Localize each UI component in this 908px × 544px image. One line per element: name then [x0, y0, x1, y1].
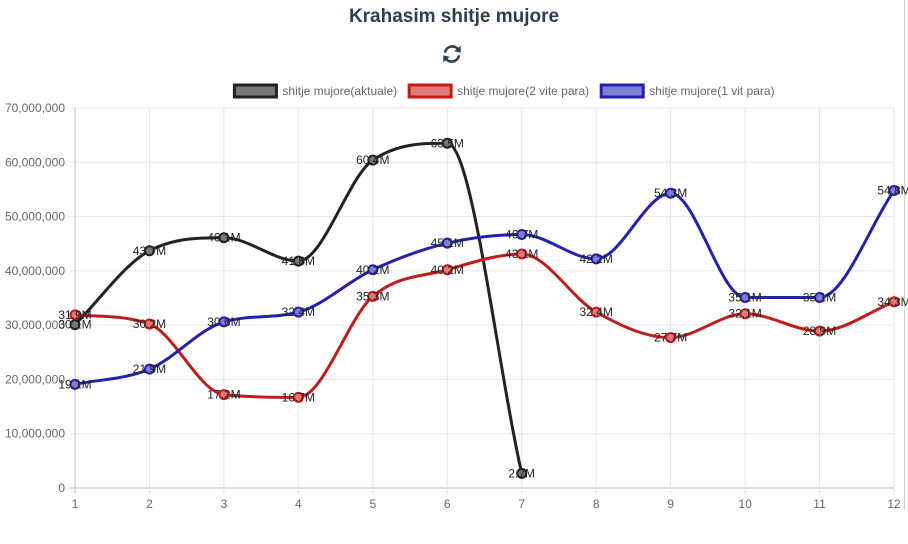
- x-tick-label: 12: [887, 497, 901, 511]
- data-label: 31.9M: [58, 308, 91, 322]
- chart-legend: shitje mujore(aktuale) shitje mujore(2 vi…: [232, 83, 775, 99]
- data-label: 54.3M: [654, 186, 687, 200]
- data-point[interactable]: [143, 363, 155, 375]
- legend-swatch[interactable]: [599, 83, 645, 99]
- data-point[interactable]: [218, 389, 230, 401]
- data-label: 40.2M: [431, 263, 464, 277]
- x-tick-label: 8: [593, 497, 600, 511]
- legend-label[interactable]: shitje mujore(1 vit para): [649, 84, 774, 98]
- x-tick-label: 11: [813, 497, 826, 511]
- data-label: 46.7M: [505, 227, 538, 241]
- data-point[interactable]: [292, 391, 304, 403]
- data-label: 43.7M: [133, 244, 166, 258]
- data-point[interactable]: [69, 309, 81, 321]
- legend-swatch[interactable]: [407, 83, 453, 99]
- y-tick-label: 20,000,000: [5, 372, 65, 386]
- refresh-icon[interactable]: [440, 42, 464, 66]
- data-point[interactable]: [441, 237, 453, 249]
- data-label: 30.6M: [207, 315, 240, 329]
- chart-title: Krahasim shitje mujore: [348, 6, 560, 27]
- data-point[interactable]: [143, 245, 155, 257]
- data-label: 17.2M: [207, 388, 240, 402]
- data-label: 43.1M: [505, 247, 538, 261]
- chart-data-labels: 30.1M 43.7M 46.1M 41.8M 60.4M 63.5M 2.7M 31.9M 3…: [58, 136, 908, 480]
- data-label: 60.4M: [356, 153, 389, 167]
- data-label: 27.7M: [654, 331, 687, 345]
- data-point[interactable]: [516, 248, 528, 260]
- data-point[interactable]: [665, 332, 677, 344]
- data-label: 30.2M: [133, 317, 166, 331]
- data-point[interactable]: [814, 291, 826, 303]
- y-tick-label: 0: [58, 481, 65, 495]
- data-point[interactable]: [367, 264, 379, 276]
- data-point[interactable]: [218, 232, 230, 244]
- chart-series-lines: [73, 141, 896, 474]
- data-point[interactable]: [665, 187, 677, 199]
- y-tick-label: 50,000,000: [5, 210, 65, 224]
- x-tick-label: 5: [369, 497, 376, 511]
- data-point[interactable]: [441, 264, 453, 276]
- data-label: 32.4M: [282, 305, 315, 319]
- data-point[interactable]: [888, 296, 900, 308]
- series-line-3: [74, 189, 896, 386]
- data-point[interactable]: [143, 318, 155, 330]
- data-point[interactable]: [69, 378, 81, 390]
- data-label: 28.9M: [803, 324, 836, 338]
- y-tick-label: 70,000,000: [5, 101, 65, 115]
- y-tick-label: 60,000,000: [5, 155, 65, 169]
- chart-grid: [69, 107, 895, 494]
- data-label: 35.1M: [803, 290, 836, 304]
- data-label: 21.9M: [133, 362, 166, 376]
- data-point[interactable]: [367, 154, 379, 166]
- data-point[interactable]: [367, 290, 379, 302]
- data-point[interactable]: [516, 228, 528, 240]
- data-label: 35.1M: [728, 290, 761, 304]
- data-point[interactable]: [739, 291, 751, 303]
- data-point[interactable]: [739, 308, 751, 320]
- data-point[interactable]: [590, 306, 602, 318]
- data-label: 41.8M: [282, 254, 315, 268]
- data-label: 42.2M: [580, 252, 613, 266]
- data-label: 30.1M: [58, 318, 91, 332]
- x-tick-label: 10: [738, 497, 752, 511]
- data-label: 16.7M: [282, 390, 315, 404]
- x-tick-label: 4: [295, 497, 302, 511]
- chart-points: [69, 137, 900, 479]
- data-point[interactable]: [888, 185, 900, 197]
- data-point[interactable]: [292, 306, 304, 318]
- chart-axes: 0 10,000,000 20,000,000 30,000,000 40,000,00…: [5, 101, 901, 511]
- y-tick-label: 10,000,000: [5, 427, 65, 441]
- x-tick-label: 2: [146, 497, 153, 511]
- data-point[interactable]: [441, 137, 453, 149]
- x-tick-label: 9: [667, 497, 674, 511]
- y-tick-label: 30,000,000: [5, 318, 65, 332]
- data-point[interactable]: [516, 467, 528, 479]
- x-tick-label: 7: [518, 497, 525, 511]
- data-label: 54.8M: [877, 184, 908, 198]
- data-label: 32.4M: [580, 305, 613, 319]
- data-label: 40.2M: [356, 263, 389, 277]
- data-point[interactable]: [590, 253, 602, 265]
- data-point[interactable]: [292, 255, 304, 267]
- legend-swatch[interactable]: [232, 83, 278, 99]
- panel-border: [904, 0, 905, 510]
- y-tick-label: 40,000,000: [5, 264, 65, 278]
- data-label: 63.5M: [431, 136, 464, 150]
- data-label: 45.1M: [431, 236, 464, 250]
- data-point[interactable]: [814, 325, 826, 337]
- x-tick-label: 6: [444, 497, 451, 511]
- data-label: 35.3M: [356, 289, 389, 303]
- data-label: 19.1M: [58, 377, 91, 391]
- x-tick-label: 1: [72, 497, 79, 511]
- legend-label[interactable]: shitje mujore(2 vite para): [457, 84, 589, 98]
- data-label: 32.1M: [728, 307, 761, 321]
- data-label: 2.7M: [508, 466, 535, 480]
- x-tick-label: 3: [221, 497, 228, 511]
- data-point[interactable]: [218, 316, 230, 328]
- legend-label[interactable]: shitje mujore(aktuale): [282, 84, 397, 98]
- data-label: 46.1M: [207, 231, 240, 245]
- data-label: 34.3M: [877, 295, 908, 309]
